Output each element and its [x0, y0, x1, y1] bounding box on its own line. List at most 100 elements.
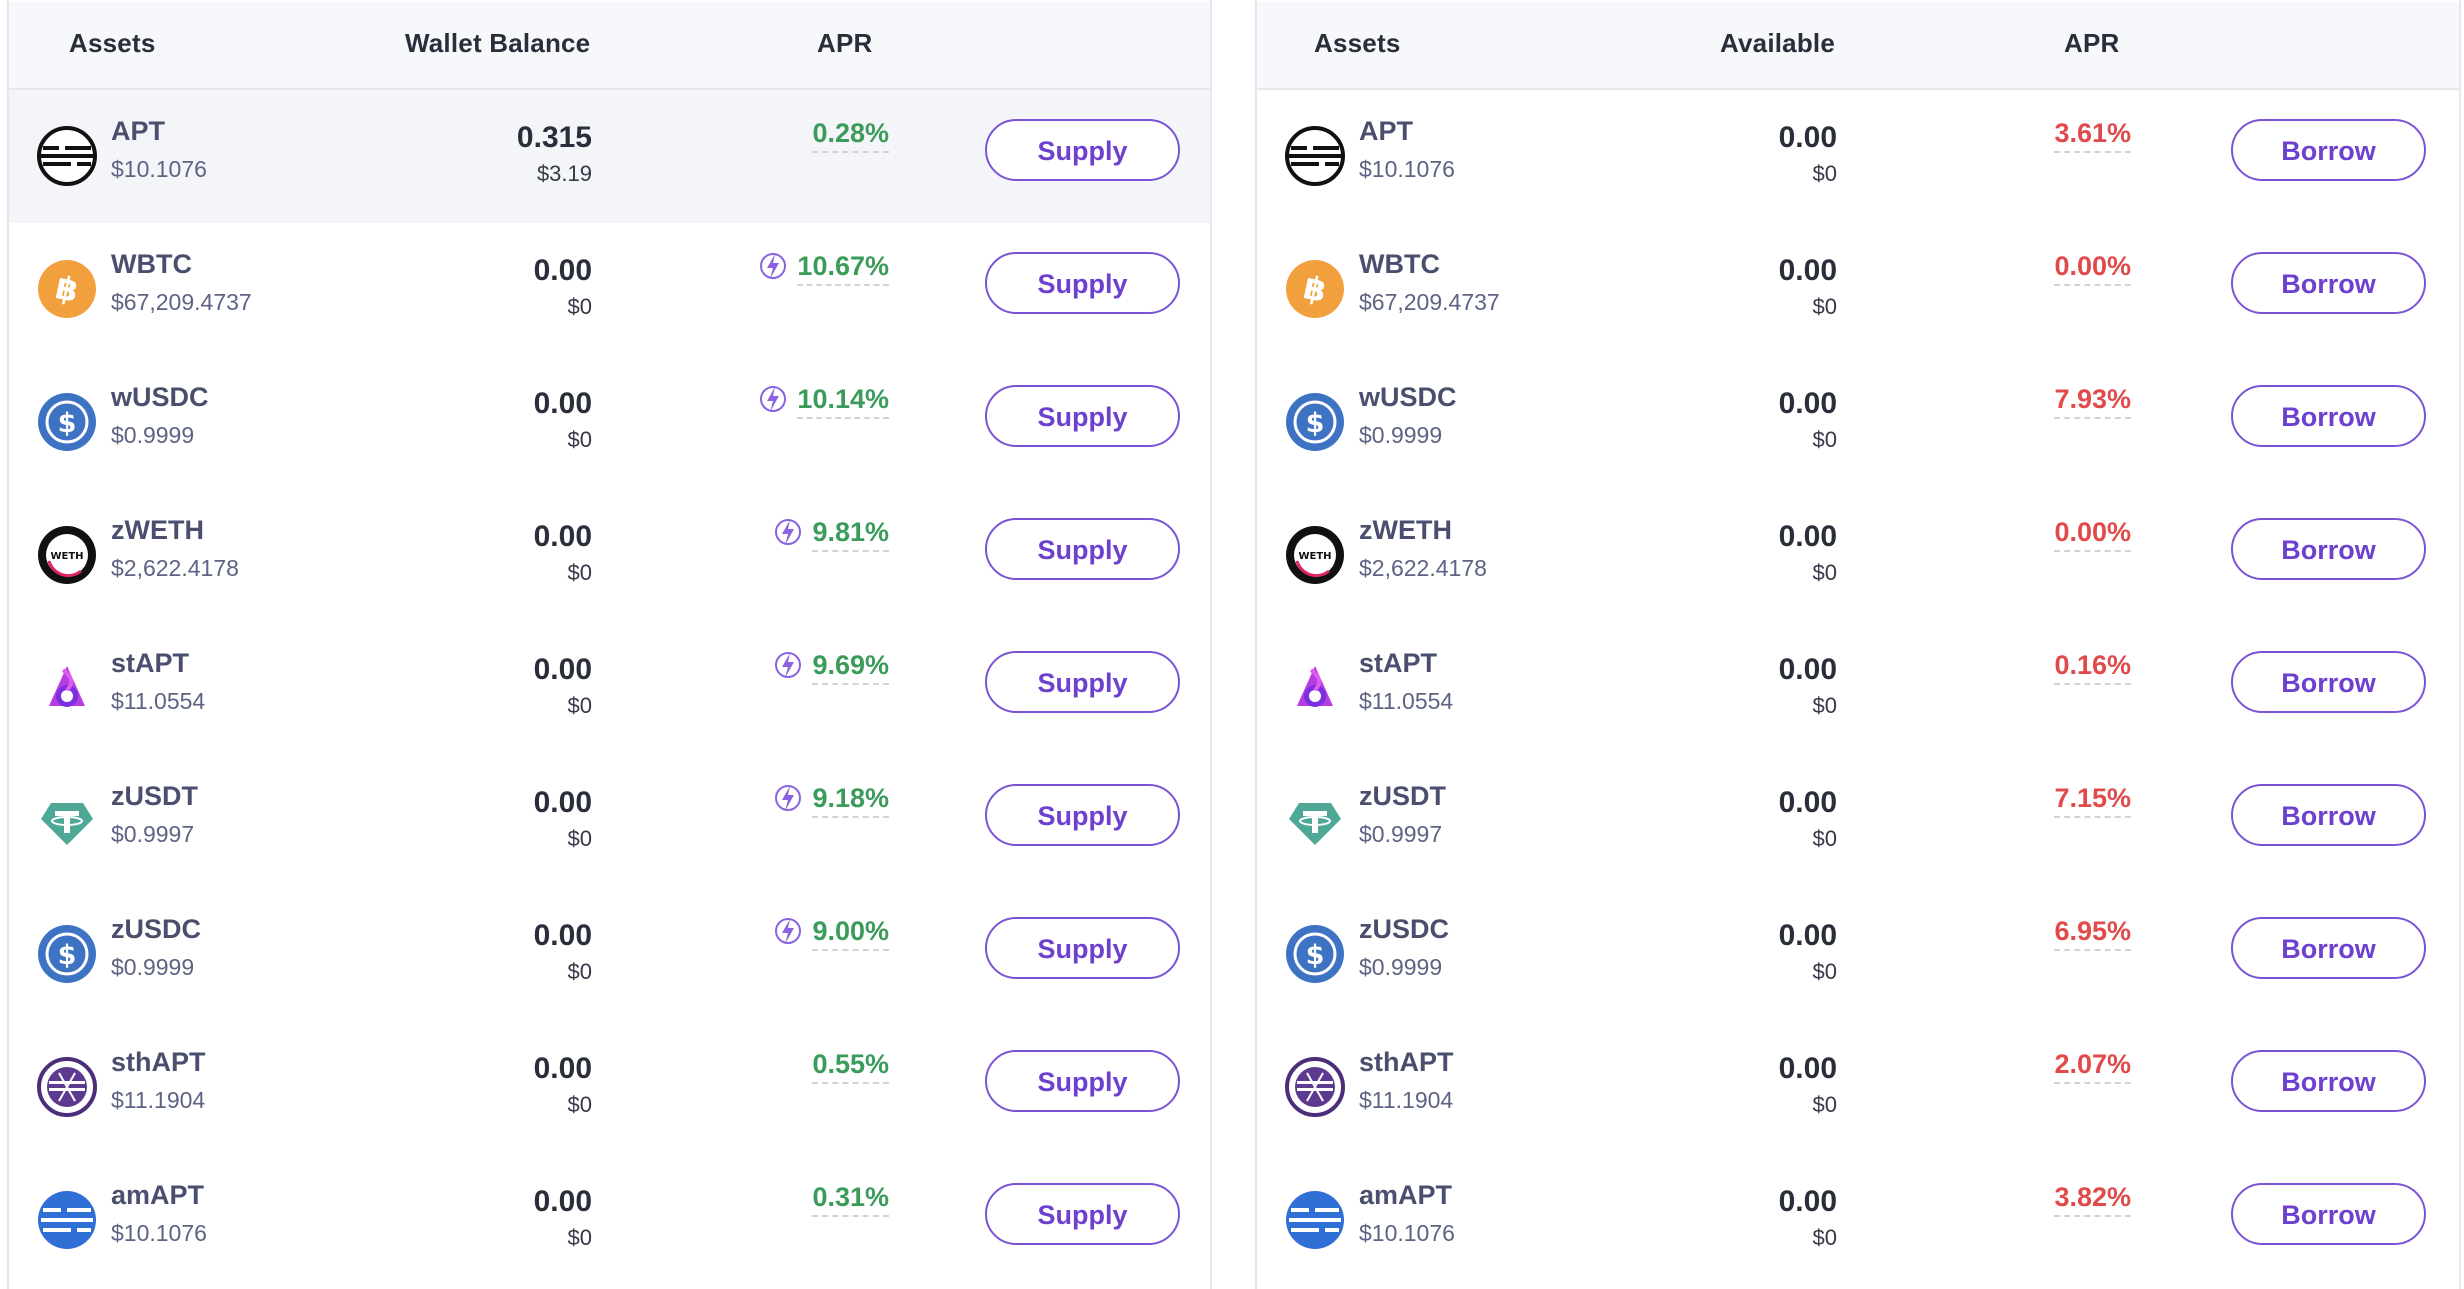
apr-value[interactable]: 0.16%: [2054, 650, 2131, 685]
apr-value[interactable]: 0.28%: [812, 118, 889, 153]
asset-name: APT: [111, 116, 165, 146]
asset-price: $2,622.4178: [111, 555, 239, 581]
token-amount: 0.00: [533, 254, 592, 287]
asset-name: amAPT: [111, 1180, 205, 1210]
available-cell: 0.00 $0: [1637, 888, 1837, 1021]
boost-lightning-icon[interactable]: [759, 382, 787, 416]
apr-cell: 6.95%: [1891, 888, 2131, 1021]
apr-cell: 9.69%: [649, 622, 889, 755]
bitcoin-icon: ฿: [37, 259, 97, 319]
boost-lightning-icon[interactable]: [774, 648, 802, 682]
asset-price: $0.9999: [1359, 422, 1443, 448]
supply-button[interactable]: Supply: [985, 1050, 1180, 1112]
usd-value: $0: [1812, 560, 1837, 585]
usd-value: $0: [1812, 1092, 1837, 1117]
boost-lightning-icon[interactable]: [774, 914, 802, 948]
apr-value[interactable]: 3.82%: [2054, 1182, 2131, 1217]
supply-table-header: Assets Wallet Balance APR: [9, 2, 1210, 90]
asset-name: zUSDT: [1359, 781, 1446, 811]
apr-value[interactable]: 10.67%: [797, 251, 889, 286]
boost-lightning-icon[interactable]: [774, 781, 802, 815]
borrow-button[interactable]: Borrow: [2231, 651, 2426, 713]
borrow-button[interactable]: Borrow: [2231, 518, 2426, 580]
supply-button[interactable]: Supply: [985, 784, 1180, 846]
supply-button[interactable]: Supply: [985, 1183, 1180, 1245]
supply-asset-row: WETH zWETH $2,622.4178 0.00 $0 9.81% Supply: [9, 489, 1210, 622]
borrow-button[interactable]: Borrow: [2231, 119, 2426, 181]
boost-lightning-icon[interactable]: [774, 515, 802, 549]
token-amount: 0.00: [1778, 387, 1837, 420]
usd-value: $0: [1812, 826, 1837, 851]
tether-icon: [37, 791, 97, 851]
token-amount: 0.00: [1778, 1052, 1837, 1085]
supply-button[interactable]: Supply: [985, 917, 1180, 979]
usd-value: $0: [1812, 693, 1837, 718]
apr-cell: 9.81%: [649, 489, 889, 622]
apr-value[interactable]: 2.07%: [2054, 1049, 2131, 1084]
usdc-icon: $: [37, 392, 97, 452]
supply-asset-row: zUSDT $0.9997 0.00 $0 9.18% Supply: [9, 755, 1210, 888]
apr-value[interactable]: 0.00%: [2054, 251, 2131, 286]
apr-value[interactable]: 0.31%: [812, 1182, 889, 1217]
supply-button[interactable]: Supply: [985, 518, 1180, 580]
borrow-asset-row: ฿ WBTC $67,209.4737 0.00 $0 0.00% Borrow: [1257, 223, 2459, 356]
borrow-asset-row: zUSDT $0.9997 0.00 $0 7.15% Borrow: [1257, 755, 2459, 888]
asset-name: wUSDC: [1359, 382, 1457, 412]
svg-text:$: $: [1306, 940, 1325, 971]
supply-button[interactable]: Supply: [985, 385, 1180, 447]
apr-cell: 10.14%: [649, 356, 889, 489]
apr-cell: 0.16%: [1891, 622, 2131, 755]
apr-value[interactable]: 3.61%: [2054, 118, 2131, 153]
asset-name: stAPT: [111, 648, 190, 678]
apr-value[interactable]: 0.00%: [2054, 517, 2131, 552]
borrow-button[interactable]: Borrow: [2231, 1183, 2426, 1245]
apr-value[interactable]: 9.81%: [812, 517, 889, 552]
supply-button[interactable]: Supply: [985, 252, 1180, 314]
stapt-icon: [37, 658, 97, 718]
apr-cell: 0.55%: [649, 1021, 889, 1154]
apr-value[interactable]: 7.15%: [2054, 783, 2131, 818]
wallet-balance-cell: 0.315 $3.19: [392, 90, 592, 223]
borrow-button[interactable]: Borrow: [2231, 1050, 2426, 1112]
boost-lightning-icon[interactable]: [759, 249, 787, 283]
available-cell: 0.00 $0: [1637, 755, 1837, 888]
supply-button[interactable]: Supply: [985, 119, 1180, 181]
available-cell: 0.00 $0: [1637, 1021, 1837, 1154]
asset-name: WBTC: [111, 249, 192, 279]
usd-value: $0: [567, 1092, 592, 1117]
asset-name: WBTC: [1359, 249, 1440, 279]
supply-button[interactable]: Supply: [985, 651, 1180, 713]
apr-cell: 0.00%: [1891, 489, 2131, 622]
asset-name: wUSDC: [111, 382, 209, 412]
borrow-button[interactable]: Borrow: [2231, 385, 2426, 447]
asset-price: $67,209.4737: [111, 289, 252, 315]
apr-cell: 9.18%: [649, 755, 889, 888]
apr-value[interactable]: 10.14%: [797, 384, 889, 419]
token-amount: 0.00: [1778, 786, 1837, 819]
borrow-asset-row: WETH zWETH $2,622.4178 0.00 $0 0.00% Borrow: [1257, 489, 2459, 622]
wallet-balance-cell: 0.00 $0: [392, 356, 592, 489]
token-amount: 0.00: [1778, 919, 1837, 952]
borrow-button[interactable]: Borrow: [2231, 917, 2426, 979]
assets-column-header: Assets: [1314, 28, 1401, 58]
apr-value[interactable]: 6.95%: [2054, 916, 2131, 951]
apr-value[interactable]: 0.55%: [812, 1049, 889, 1084]
apr-value[interactable]: 9.18%: [812, 783, 889, 818]
apr-value[interactable]: 9.00%: [812, 916, 889, 951]
apr-cell: 3.61%: [1891, 90, 2131, 223]
usdc-icon: $: [37, 924, 97, 984]
borrow-button[interactable]: Borrow: [2231, 784, 2426, 846]
apt-icon: [1285, 126, 1345, 186]
borrow-button[interactable]: Borrow: [2231, 252, 2426, 314]
asset-name: zWETH: [111, 515, 204, 545]
asset-name: zUSDT: [111, 781, 198, 811]
apr-value[interactable]: 7.93%: [2054, 384, 2131, 419]
apr-value[interactable]: 9.69%: [812, 650, 889, 685]
asset-price: $0.9997: [111, 821, 195, 847]
token-amount: 0.00: [1778, 254, 1837, 287]
apt-icon: [37, 126, 97, 186]
asset-price: $0.9999: [111, 954, 195, 980]
asset-price: $11.1904: [1359, 1087, 1454, 1113]
borrow-asset-row: stAPT $11.0554 0.00 $0 0.16% Borrow: [1257, 622, 2459, 755]
token-amount: 0.00: [533, 786, 592, 819]
